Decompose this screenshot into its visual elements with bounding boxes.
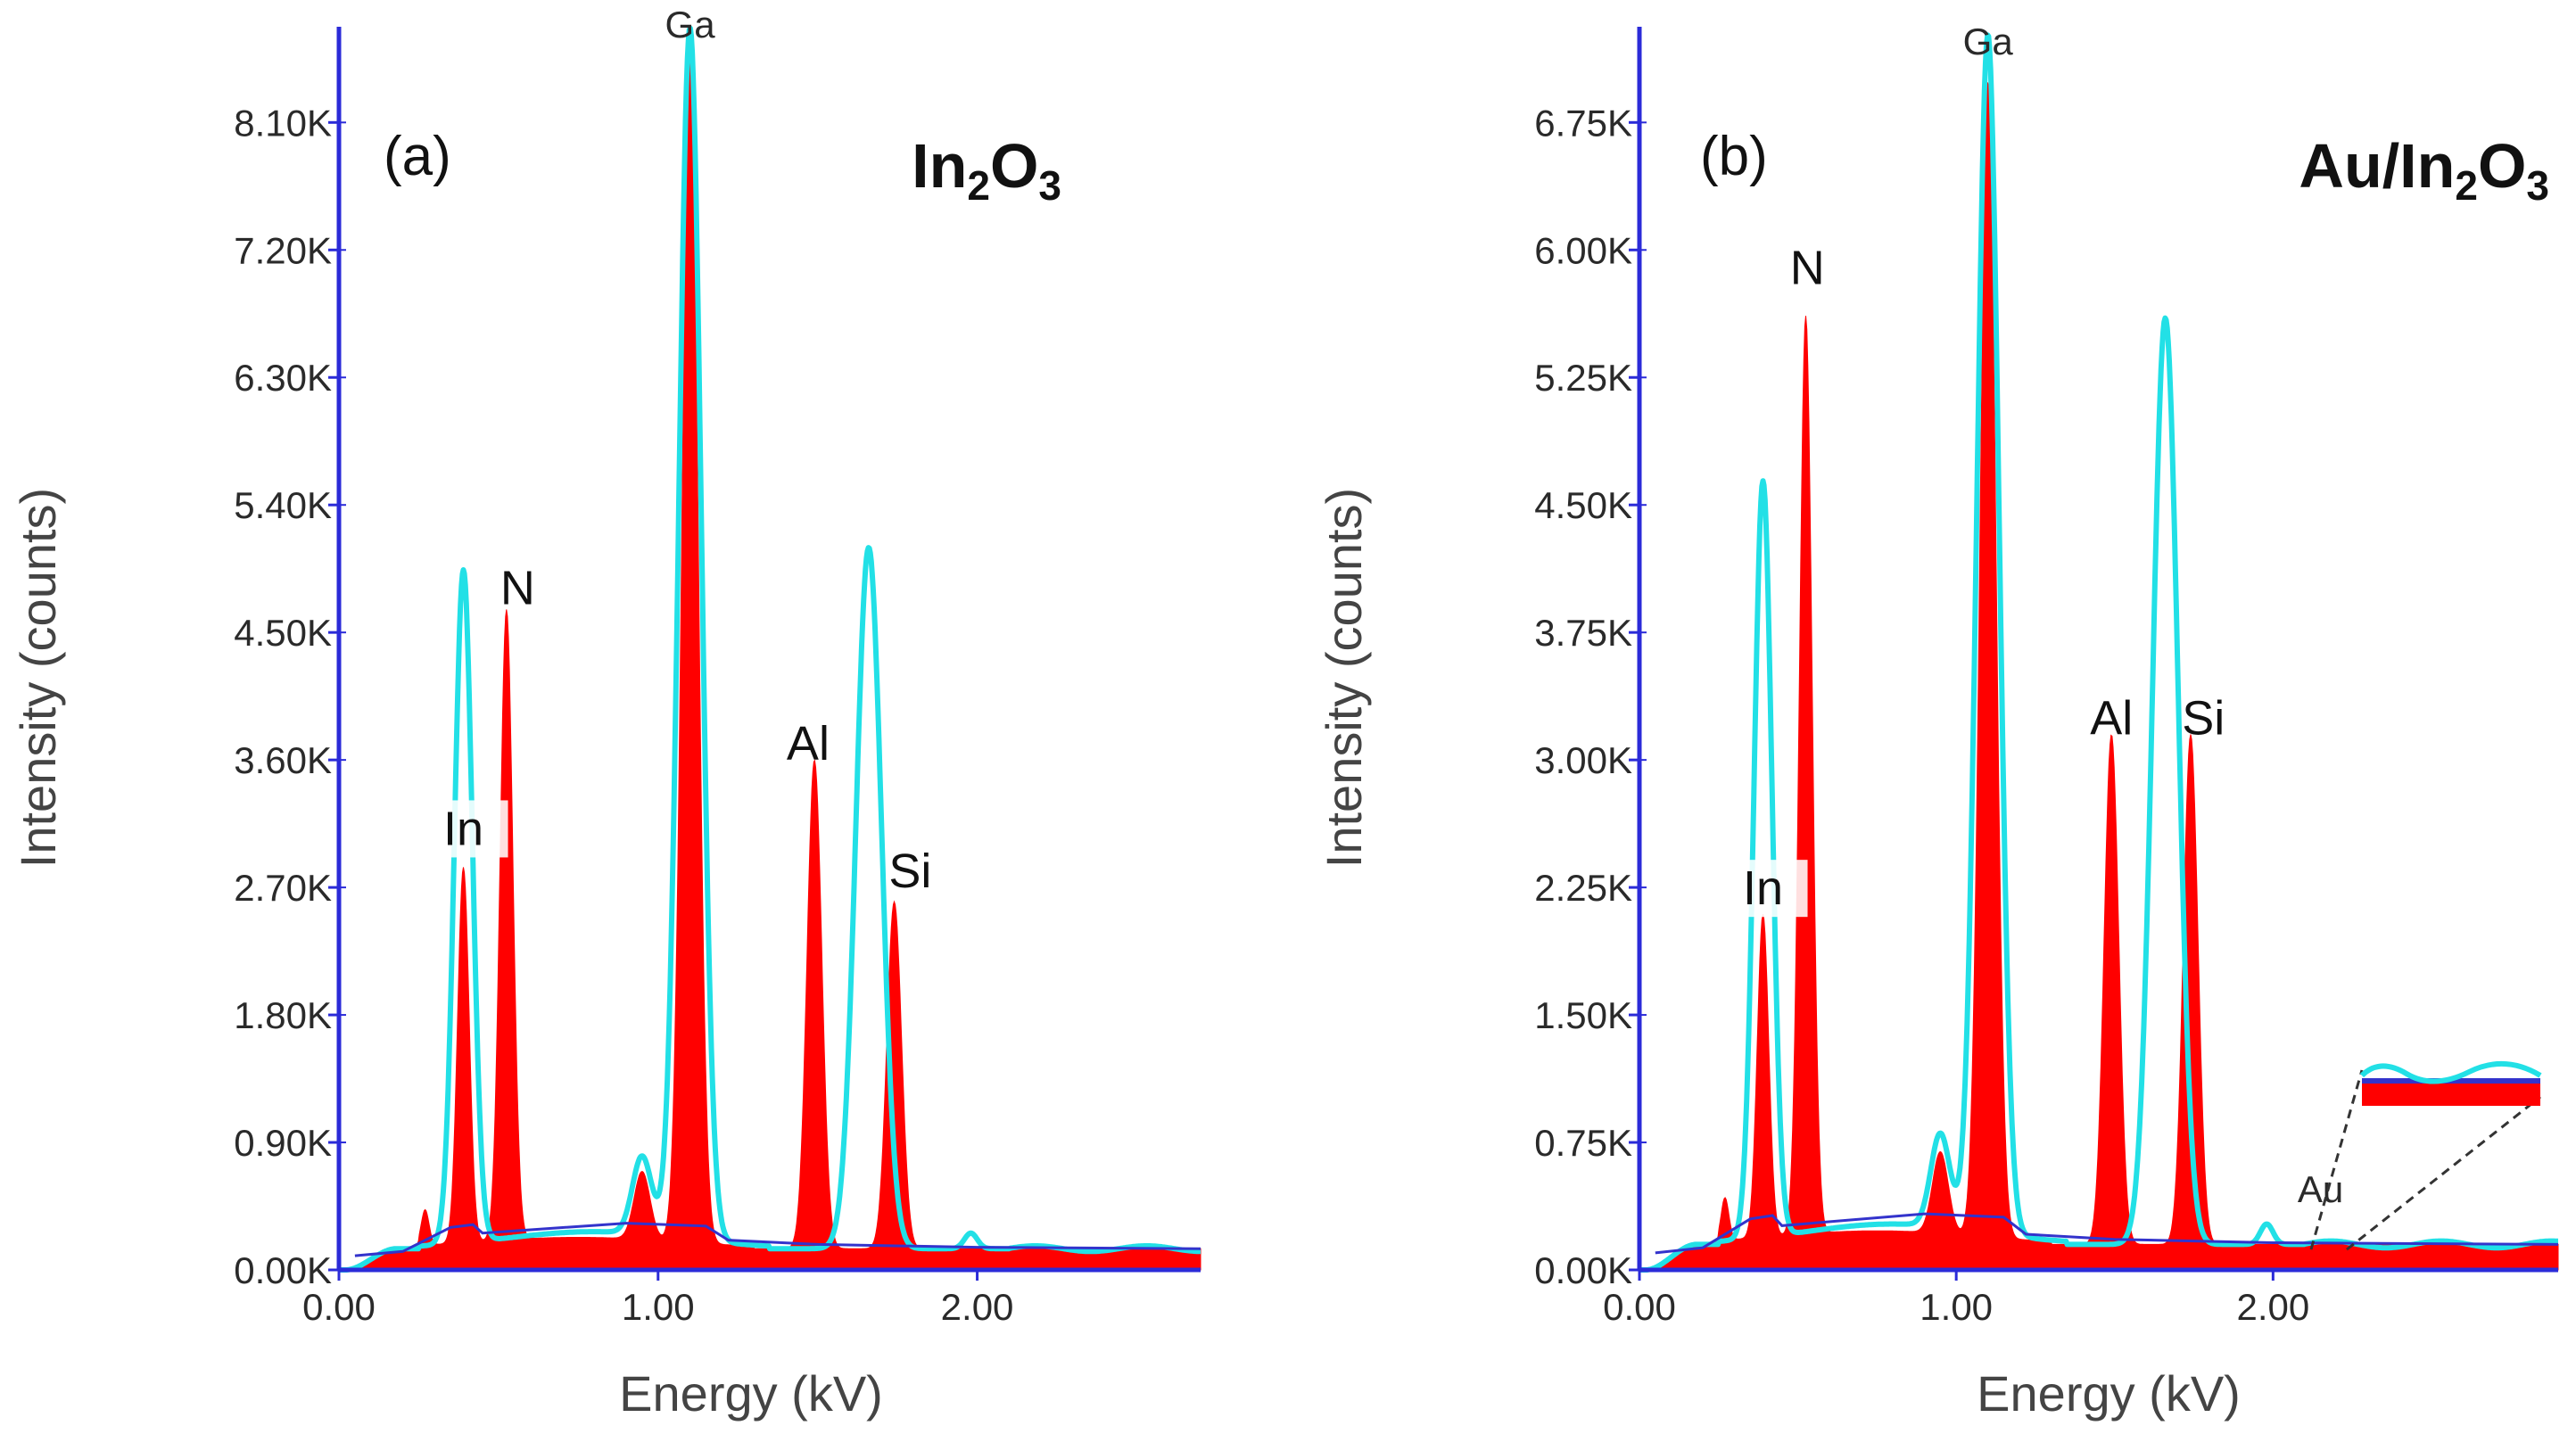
sample-text: O xyxy=(2478,131,2526,201)
fit-spectrum-line xyxy=(1638,32,2560,1273)
peak-label: Si xyxy=(888,845,931,898)
peak-label: Al xyxy=(2090,692,2133,746)
x-tick-label: 2.00 xyxy=(2236,1286,2309,1328)
y-tick-label: 4.50K xyxy=(234,612,332,654)
peak-label: In xyxy=(443,802,483,855)
y-tick-label: 0.00K xyxy=(234,1249,332,1291)
x-tick-label: 0.00 xyxy=(302,1286,376,1328)
y-tick-label: 1.80K xyxy=(234,994,332,1036)
peak-label: Ga xyxy=(1963,21,2014,62)
panel-label: (a) xyxy=(384,126,451,187)
x-axis-label: Energy (kV) xyxy=(619,1365,883,1422)
sample-text: O xyxy=(990,131,1038,201)
plot-area xyxy=(337,25,1202,1273)
inset-measured xyxy=(2362,1081,2540,1106)
background-line xyxy=(1655,1212,2559,1255)
y-tick-label: 2.25K xyxy=(1534,867,1632,909)
x-axis-label: Energy (kV) xyxy=(1977,1365,2241,1422)
chart-panel-b: 0.00K 0.75K 1.50K 2.25K 3.00K 3.75K 4.50K 5.25K… xyxy=(1316,21,2560,1422)
sample-subscript: 2 xyxy=(2455,162,2478,209)
peak-label-backdrop xyxy=(431,800,508,858)
y-axis-label: Intensity (counts) xyxy=(1316,488,1372,868)
y-tick-label: 0.75K xyxy=(1534,1122,1632,1164)
y-tick-label: 6.75K xyxy=(1534,102,1632,144)
y-tick-label: 1.50K xyxy=(1534,994,1632,1036)
y-tick-label: 6.30K xyxy=(234,357,332,399)
x-tick-label: 2.00 xyxy=(941,1286,1014,1328)
inset-connector xyxy=(2346,1095,2541,1251)
y-tick-label: 3.60K xyxy=(234,739,332,781)
plot-area xyxy=(1638,32,2560,1273)
background-line xyxy=(354,1222,1201,1257)
y-tick-label: 4.50K xyxy=(1534,484,1632,526)
peak-label: N xyxy=(1790,241,1825,294)
y-tick-label: 7.20K xyxy=(234,229,332,271)
sample-name: Au/In2O3 xyxy=(2299,131,2549,209)
y-tick-label: 8.10K xyxy=(234,102,332,144)
y-tick-label: 0.00K xyxy=(1534,1249,1632,1291)
peak-label: Au xyxy=(2298,1168,2343,1210)
y-tick-label: 5.25K xyxy=(1534,357,1632,399)
y-tick-label: 2.70K xyxy=(234,867,332,909)
sample-text: In xyxy=(912,131,967,201)
y-tick-label: 0.90K xyxy=(234,1122,332,1164)
inset-fit xyxy=(2359,1061,2542,1084)
peak-label: Al xyxy=(787,717,830,771)
chart-panel-a: 0.00K 0.90K 1.80K 2.70K 3.60K 4.50K 5.40K 6.30K… xyxy=(10,4,1202,1422)
panel-label: (b) xyxy=(1700,126,1768,187)
peak-label: Ga xyxy=(665,4,716,45)
sample-subscript: 2 xyxy=(967,162,990,209)
y-tick-label: 6.00K xyxy=(1534,229,1632,271)
peak-label: Si xyxy=(2182,692,2225,746)
sample-text: Au/In xyxy=(2299,131,2455,201)
sample-subscript: 3 xyxy=(1038,162,1061,209)
inset-connector xyxy=(2309,1069,2364,1250)
peak-label-backdrop xyxy=(1730,860,1808,918)
y-tick-label: 5.40K xyxy=(234,484,332,526)
sample-name: In2O3 xyxy=(912,131,1061,209)
peak-label: In xyxy=(1743,861,1783,915)
y-tick-label: 3.75K xyxy=(1534,612,1632,654)
y-axis-label: Intensity (counts) xyxy=(10,488,66,868)
x-tick-label: 1.00 xyxy=(622,1286,695,1328)
sample-subscript: 3 xyxy=(2526,162,2549,209)
x-tick-label: 1.00 xyxy=(1920,1286,1993,1328)
peak-label: N xyxy=(500,561,535,614)
x-tick-label: 0.00 xyxy=(1603,1286,1676,1328)
y-tick-label: 3.00K xyxy=(1534,739,1632,781)
